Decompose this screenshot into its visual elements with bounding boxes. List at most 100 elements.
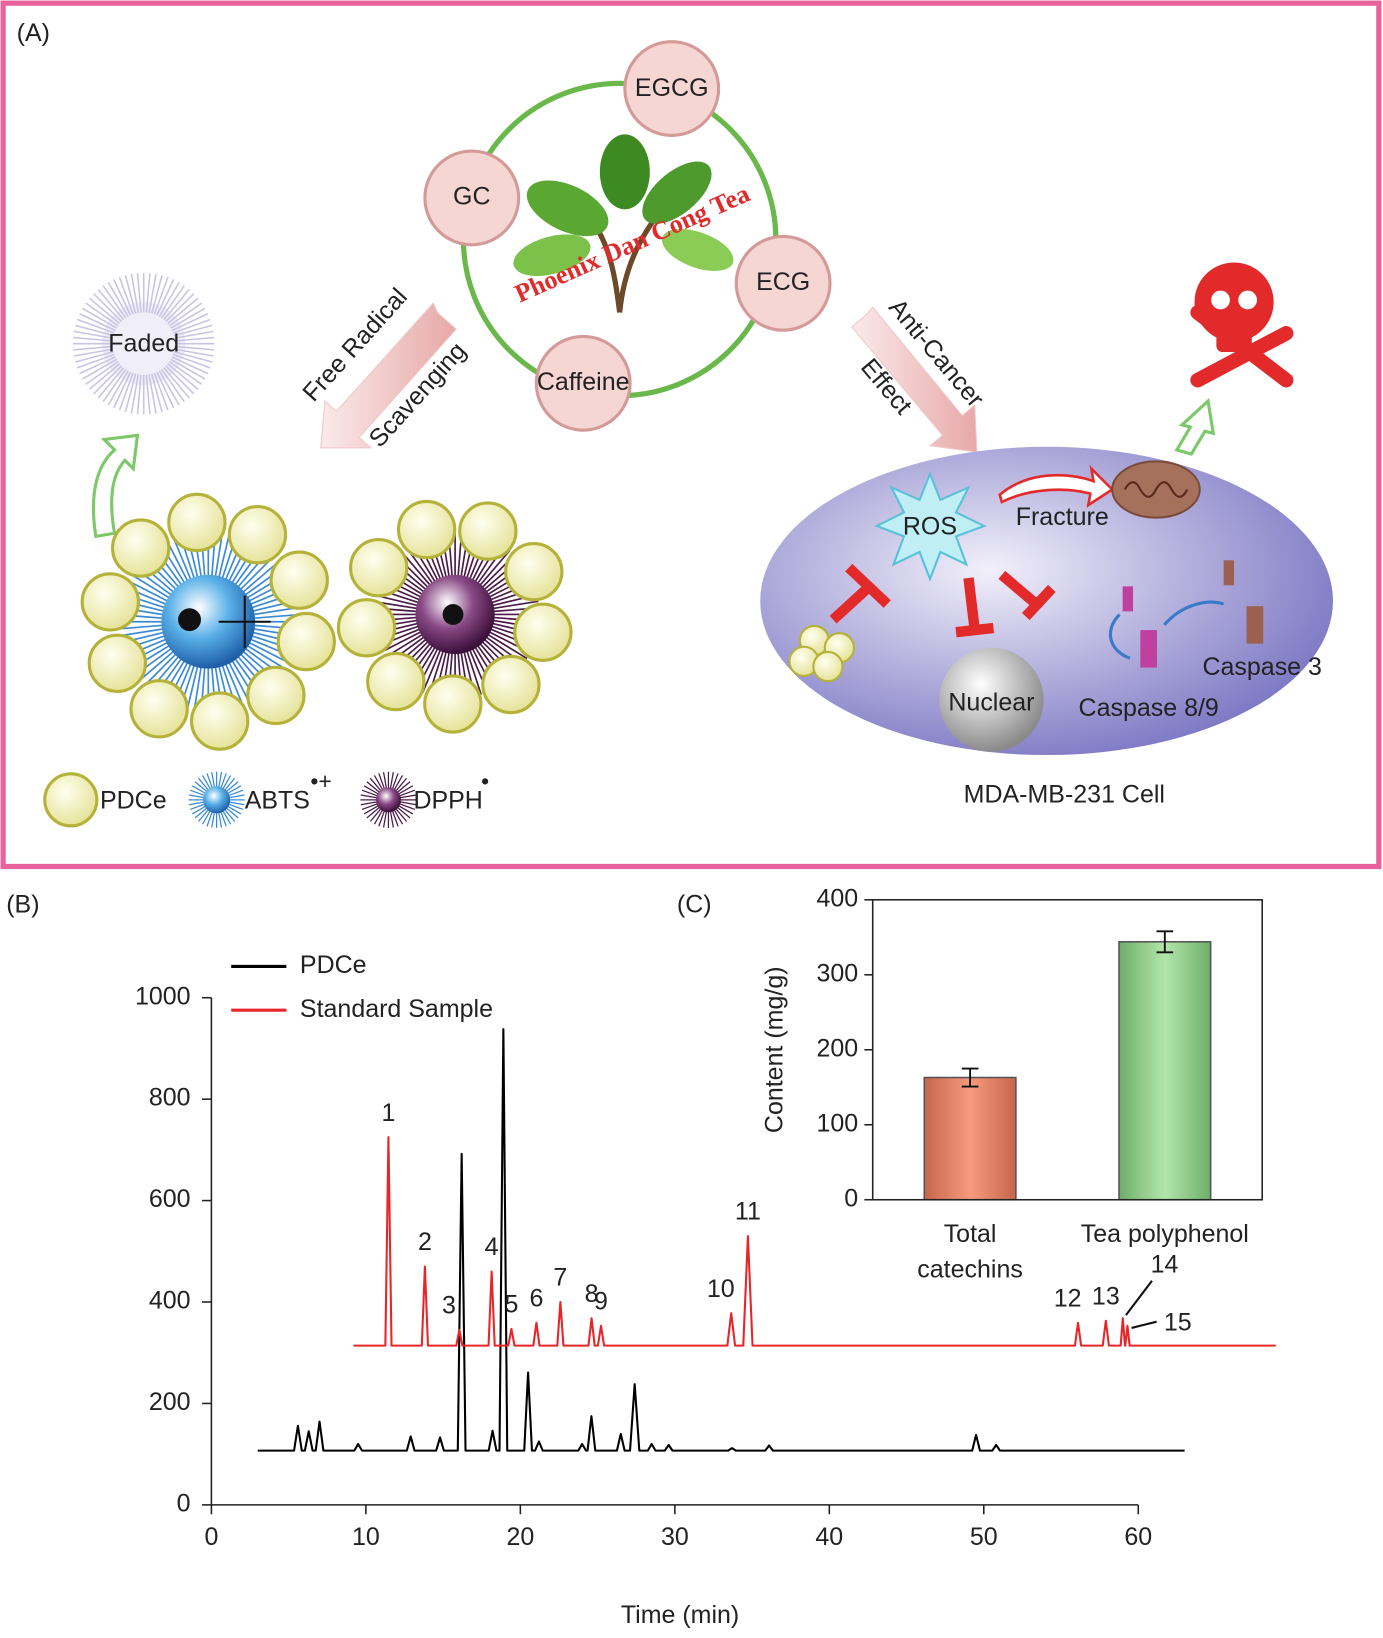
legend-symbol — [360, 771, 417, 828]
y-tick-label: 800 — [149, 1084, 191, 1112]
ray — [73, 330, 114, 340]
ray — [373, 808, 384, 825]
pointer — [1131, 1320, 1157, 1329]
peak-label: 1 — [381, 1099, 395, 1127]
panel-label: (C) — [677, 891, 712, 919]
mitochondria-cristae — [1123, 481, 1189, 498]
peak-label: 13 — [1092, 1282, 1120, 1310]
ray — [156, 371, 175, 409]
ray — [107, 281, 129, 318]
ray — [85, 302, 119, 327]
ray — [481, 630, 528, 660]
faded-label: Faded — [108, 329, 179, 357]
ray — [172, 353, 211, 369]
ray — [73, 336, 113, 342]
caspase-icons — [1109, 560, 1264, 668]
peak-label: 12 — [1054, 1284, 1082, 1312]
ray — [171, 313, 209, 332]
ray — [76, 318, 115, 334]
ray — [170, 307, 206, 329]
ray — [113, 371, 132, 409]
ray — [391, 809, 399, 827]
peak-label: 14 — [1151, 1251, 1179, 1279]
ray — [124, 275, 137, 314]
ray — [151, 275, 163, 314]
ray — [393, 775, 404, 792]
y-tick-label: 1000 — [135, 982, 191, 1010]
ros-label: ROS — [903, 513, 957, 541]
ray — [174, 345, 215, 351]
x-tick-label: 50 — [970, 1523, 998, 1551]
ray — [73, 348, 114, 357]
ray — [130, 273, 140, 314]
y-tick-label: 400 — [149, 1287, 191, 1315]
particle — [227, 505, 288, 565]
ray — [145, 374, 151, 415]
bar-chart: Total catechins Tea polyphenol 0 100 200 300 40… — [760, 884, 1263, 1283]
ray — [75, 324, 114, 337]
ray — [88, 297, 121, 325]
ray — [165, 365, 195, 395]
ray — [174, 348, 214, 357]
ray — [485, 600, 539, 611]
core — [203, 786, 231, 814]
ray — [172, 318, 211, 334]
ray — [378, 773, 386, 791]
ray — [363, 804, 380, 815]
particle — [513, 602, 573, 662]
ray — [396, 781, 411, 794]
ray — [97, 288, 125, 321]
ray — [366, 781, 381, 794]
ray — [171, 356, 209, 375]
ray — [463, 643, 482, 695]
particle — [87, 633, 148, 693]
ray — [145, 273, 151, 313]
legend-symbol — [43, 772, 99, 828]
y-tick-label: 200 — [149, 1388, 191, 1416]
ray — [85, 360, 119, 385]
ray — [124, 373, 137, 413]
ray — [153, 372, 169, 411]
green-arrow — [1174, 397, 1216, 456]
bar — [1118, 941, 1212, 1201]
y-axis-label: Content (mg/g) — [760, 966, 788, 1133]
x-tick-label: Tea polyphenol — [1081, 1220, 1249, 1248]
ray — [81, 307, 118, 329]
ray — [88, 363, 121, 390]
ray — [363, 785, 380, 796]
ray — [156, 279, 175, 316]
particle — [366, 651, 426, 712]
ray — [158, 281, 180, 318]
green-arrow — [91, 433, 140, 539]
caspase-label: Caspase 8/9 — [1079, 694, 1219, 722]
ray — [389, 772, 394, 790]
ray — [79, 313, 116, 332]
small-particles — [788, 624, 856, 683]
ray — [396, 806, 411, 819]
ray — [167, 363, 199, 390]
ray — [136, 374, 142, 415]
ray — [389, 809, 394, 828]
ray — [174, 336, 215, 342]
particle — [246, 665, 306, 726]
ray — [75, 351, 114, 363]
core — [161, 574, 256, 669]
particle — [336, 598, 397, 658]
ray — [81, 358, 118, 380]
peak-label: 3 — [442, 1292, 456, 1320]
ray — [168, 360, 203, 385]
particle — [189, 691, 250, 751]
ray — [93, 293, 123, 323]
ray — [118, 276, 134, 315]
bar — [923, 1076, 1017, 1201]
skull — [1190, 262, 1294, 388]
ray — [93, 365, 123, 395]
compound-label: ECG — [756, 268, 810, 296]
peak-label: 10 — [707, 1275, 735, 1303]
legend-label: Standard Sample — [300, 995, 493, 1023]
tea-leaves — [513, 134, 734, 313]
ray — [168, 302, 203, 327]
pointer — [1125, 1280, 1153, 1316]
